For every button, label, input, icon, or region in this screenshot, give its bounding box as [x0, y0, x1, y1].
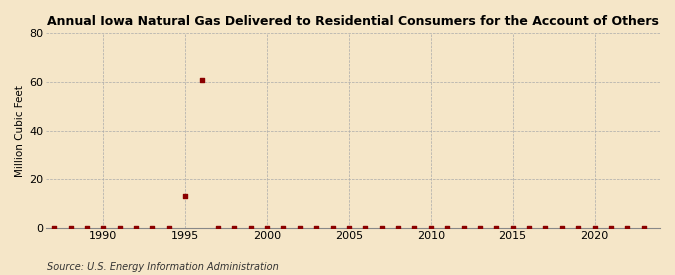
Point [213, 226, 223, 230]
Point [491, 226, 502, 230]
Point [196, 77, 207, 82]
Point [605, 226, 616, 230]
Point [507, 226, 518, 230]
Point [425, 226, 436, 230]
Point [409, 226, 420, 230]
Point [589, 226, 600, 230]
Text: Source: U.S. Energy Information Administration: Source: U.S. Energy Information Administ… [47, 262, 279, 272]
Point [229, 226, 240, 230]
Title: Annual Iowa Natural Gas Delivered to Residential Consumers for the Account of Ot: Annual Iowa Natural Gas Delivered to Res… [47, 15, 659, 28]
Point [131, 226, 142, 230]
Point [376, 226, 387, 230]
Point [294, 226, 305, 230]
Point [327, 226, 338, 230]
Point [573, 226, 584, 230]
Point [114, 226, 125, 230]
Y-axis label: Million Cubic Feet: Million Cubic Feet [15, 85, 25, 177]
Point [32, 226, 43, 230]
Point [360, 226, 371, 230]
Point [147, 226, 158, 230]
Point [475, 226, 485, 230]
Point [180, 194, 190, 199]
Point [344, 226, 354, 230]
Point [262, 226, 273, 230]
Point [441, 226, 452, 230]
Point [639, 226, 649, 230]
Point [245, 226, 256, 230]
Point [556, 226, 567, 230]
Point [458, 226, 469, 230]
Point [622, 226, 632, 230]
Point [310, 226, 321, 230]
Point [278, 226, 289, 230]
Point [163, 226, 174, 230]
Point [98, 226, 109, 230]
Point [49, 226, 59, 230]
Point [540, 226, 551, 230]
Point [393, 226, 404, 230]
Point [65, 226, 76, 230]
Point [82, 226, 92, 230]
Point [524, 226, 535, 230]
